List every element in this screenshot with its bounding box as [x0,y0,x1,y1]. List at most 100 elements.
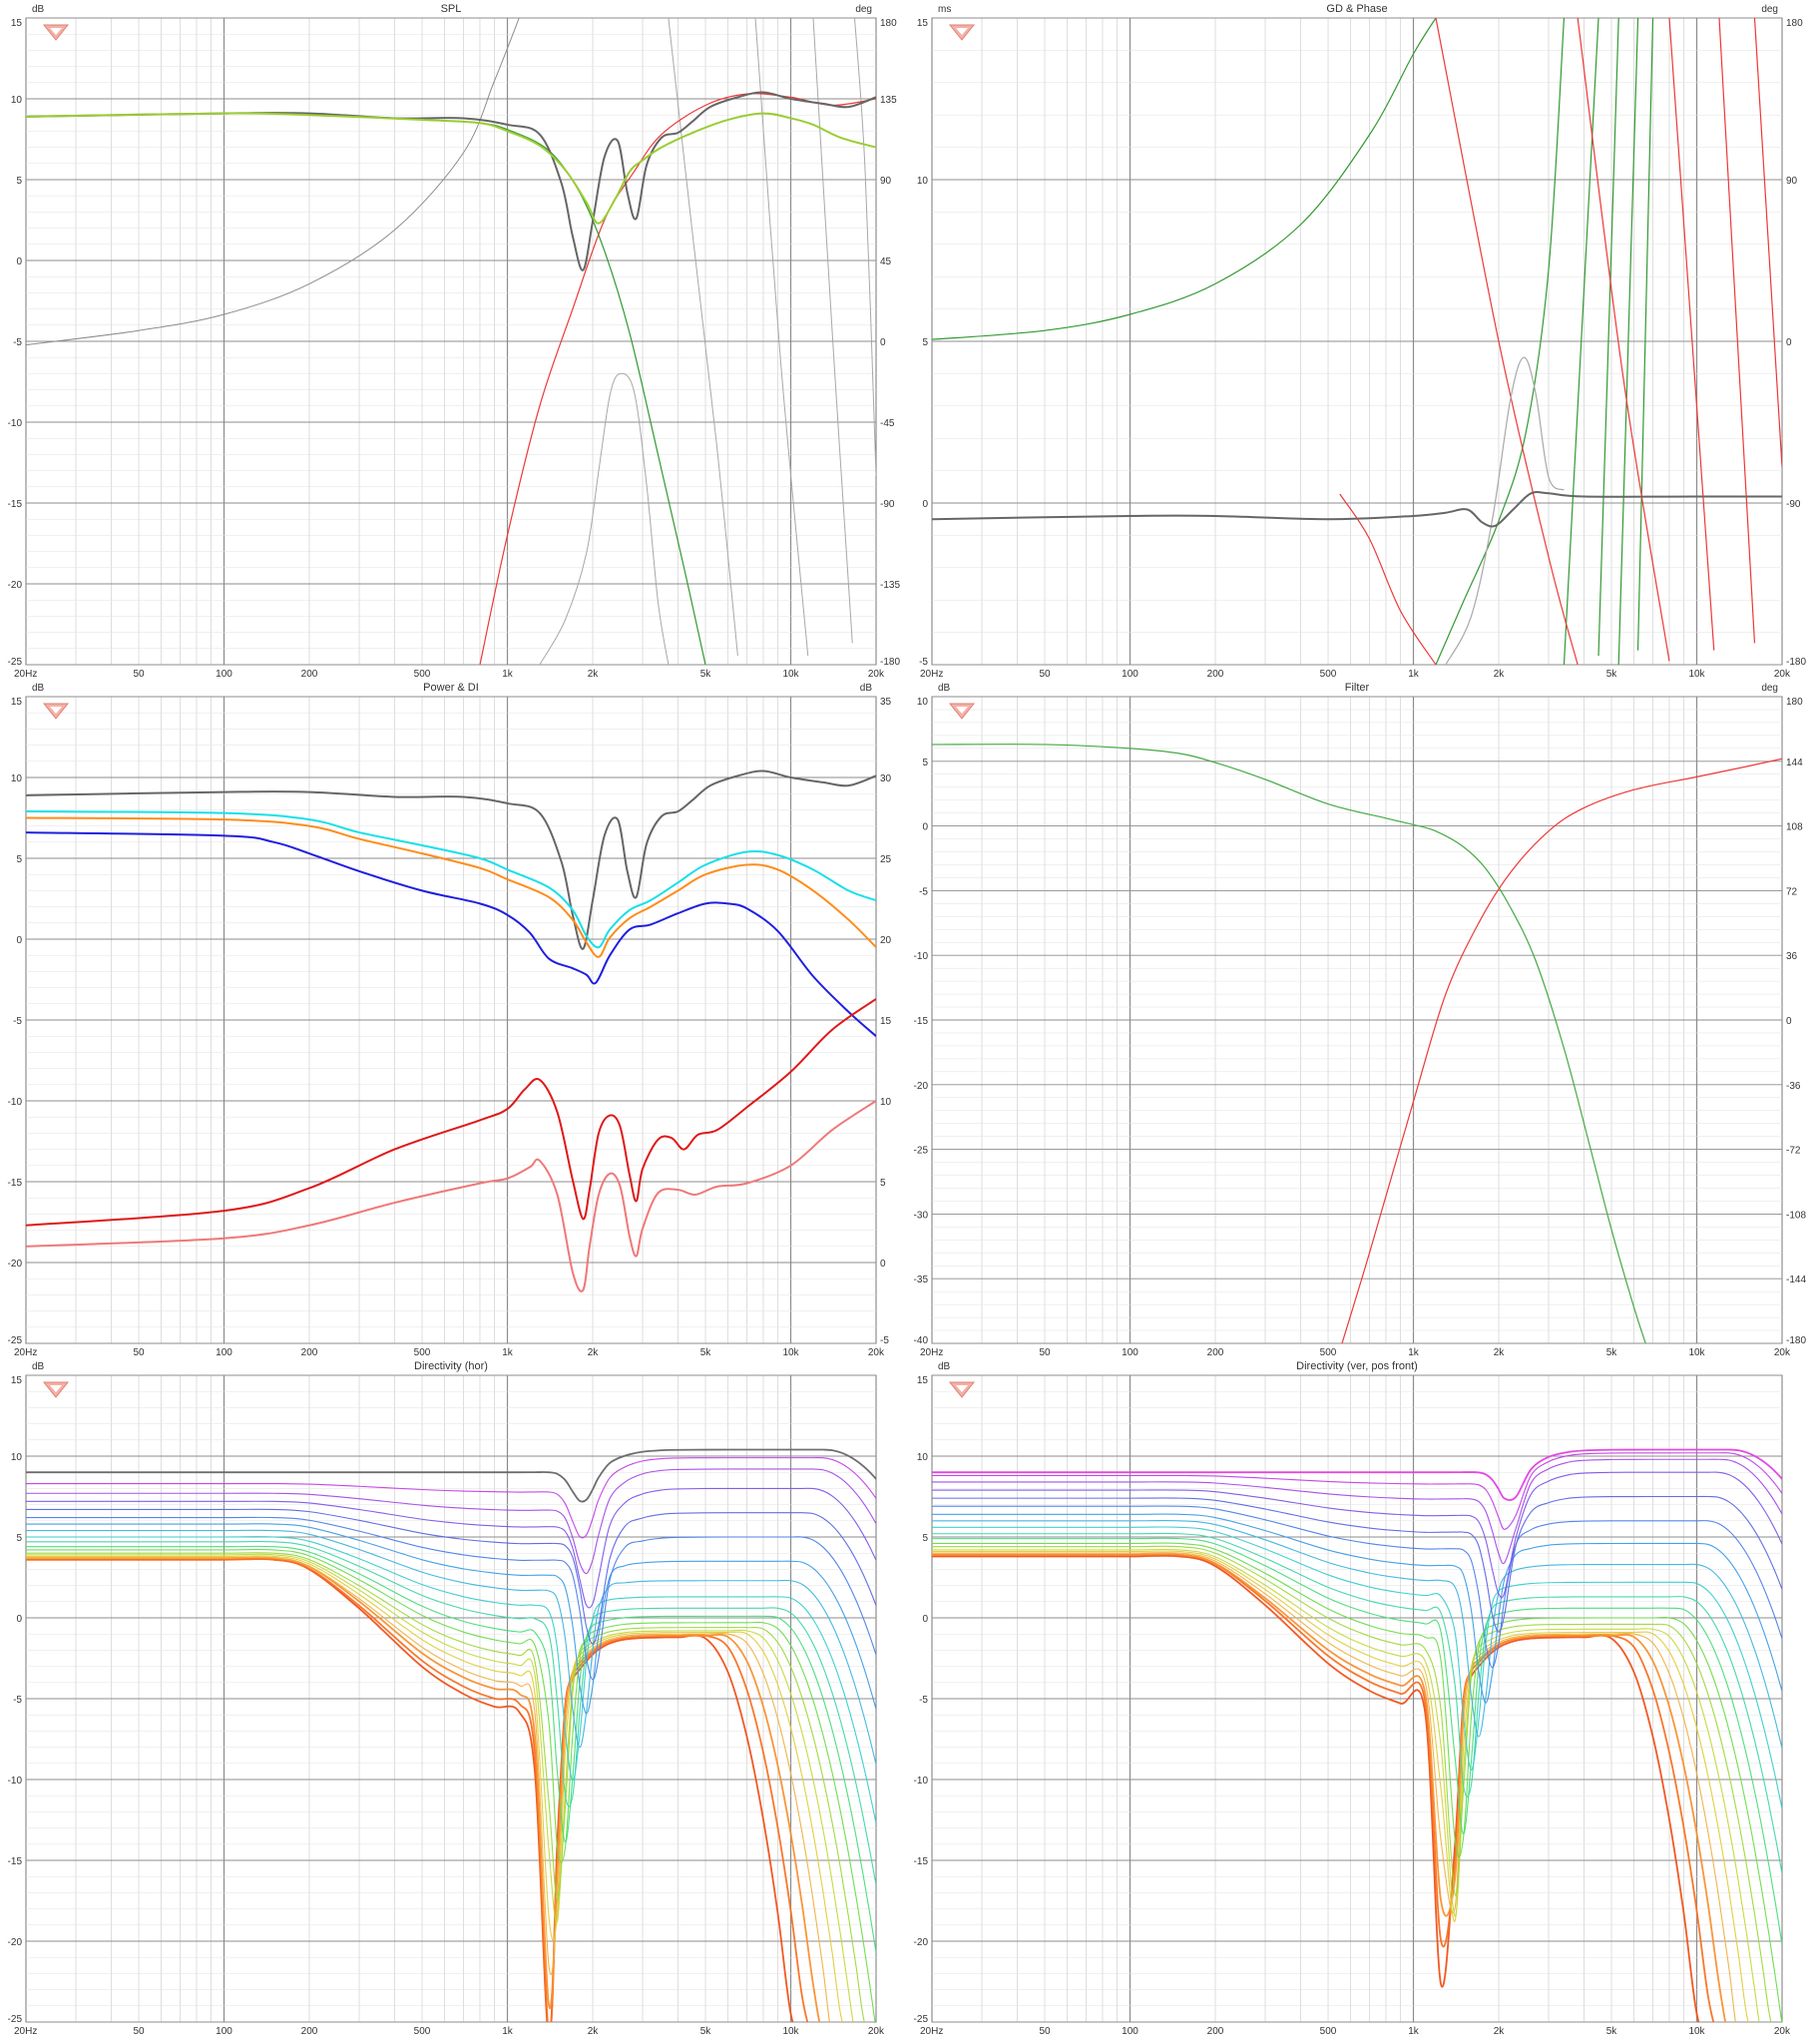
series-line-9 [1668,18,1715,651]
x-tick-label: 10k [1688,2026,1705,2037]
directivity-curve-8 [932,1526,1782,1809]
x-tick-label: 2k [588,1347,600,1358]
x-tick-label: 200 [1207,2026,1224,2037]
plot-series-group [26,18,876,665]
y-tick-label: -10 [8,418,23,429]
x-tick-label: 2k [588,2026,600,2037]
x-tick-label: 200 [1207,669,1224,680]
x-tick-label: 10k [782,2026,799,2037]
chart-title: Directivity (ver, pos front) [1296,1360,1418,1372]
y-tick-label: -5 [919,1695,928,1706]
plot-series-group [26,769,876,1292]
x-tick-label: 1k [1408,669,1420,680]
series-line-0 [26,769,876,950]
directivity-curve-4 [26,1508,876,1645]
y-tick-label: 10 [917,176,929,187]
y-tick-label: 10 [917,1452,929,1463]
y2-axis-unit: dB [860,683,873,694]
x-tick-label: 100 [216,669,232,680]
series-line-2 [1563,18,1599,665]
series-line-11 [1753,18,1782,468]
x-tick-label: 50 [1039,2026,1051,2037]
x-tick-label: 200 [301,2026,318,2037]
x-tick-label: 200 [1207,1347,1224,1358]
y2-tick-label: -135 [880,580,900,591]
series-line-12 [1445,356,1565,665]
y-axis-unit: dB [32,683,45,694]
y2-tick-label: 72 [1786,886,1798,897]
directivity-curve-13 [932,1548,1760,2022]
logo-inner [50,28,62,35]
directivity-curve-9 [26,1540,876,1885]
series-line-4 [812,18,853,644]
x-tick-label: 50 [1039,669,1051,680]
y2-tick-label: 35 [880,697,892,708]
chart-title: GD & Phase [1326,3,1387,15]
y-tick-label: -20 [914,1081,929,1092]
y-tick-label: -5 [13,337,22,348]
series-line-0 [26,18,520,346]
chart-title: Filter [1345,682,1370,694]
y-tick-label: -5 [919,886,928,897]
series-line-6 [1339,493,1437,665]
directivity-curve-10 [26,1545,876,1953]
directivity-curve-18 [26,1558,794,2022]
y2-tick-label: 0 [1786,1016,1792,1027]
directivity-curve-18 [932,1554,1700,2022]
plot-series-group [26,1448,876,2022]
triangle-logo-icon [42,24,70,41]
y-tick-label: -10 [914,1776,929,1787]
series-line-4 [1617,18,1639,665]
chart-panel-directivity_hor: Directivity (hor)dB151050-5-10-15-20-252… [8,1360,885,2037]
y-tick-label: 10 [11,1452,23,1463]
y2-tick-label: -90 [1786,499,1801,510]
chart-title: Directivity (hor) [414,1360,488,1372]
series-line-5 [26,1100,876,1292]
plot-series-group [932,744,1782,1343]
y-tick-label: 5 [922,758,928,768]
x-tick-label: 2k [1494,669,1506,680]
y2-axis-unit: deg [1761,4,1778,15]
y-tick-label: -20 [8,1259,23,1270]
y-tick-label: 0 [16,935,22,946]
x-tick-label: 20k [1774,1347,1791,1358]
directivity-curve-1 [26,1457,876,1539]
series-line-2 [668,18,738,657]
triangle-logo-icon [948,703,976,720]
directivity-curve-7 [932,1519,1782,1749]
series-line-6 [479,93,876,665]
x-tick-label: 50 [133,2026,145,2037]
chart-title: Power & DI [423,682,479,694]
chart-title: SPL [441,3,462,15]
x-tick-label: 10k [782,1347,799,1358]
y2-tick-label: 108 [1786,822,1803,833]
x-tick-label: 5k [1606,2026,1618,2037]
series-line-4 [26,998,876,1227]
plot-series-group [932,1448,1782,2022]
y-axis-unit: ms [938,4,951,15]
directivity-curve-15 [932,1552,1736,2022]
directivity-curve-11 [26,1548,876,2022]
x-tick-label: 5k [1606,669,1618,680]
directivity-curve-0 [932,1448,1782,1501]
y2-tick-label: 90 [880,176,892,187]
y-tick-label: -5 [13,1016,22,1027]
directivity-curve-1 [932,1452,1782,1530]
y2-tick-label: -90 [880,499,895,510]
directivity-curve-4 [932,1495,1782,1633]
y-tick-label: 5 [16,854,22,865]
y2-tick-label: 25 [880,854,892,865]
y-tick-label: 10 [917,697,929,708]
y-tick-label: -25 [914,2014,929,2025]
x-tick-label: 100 [1122,2026,1138,2037]
y-axis-unit: dB [938,1361,951,1372]
x-tick-label: 20Hz [920,1347,943,1358]
series-line-1 [1435,18,1566,665]
directivity-curve-12 [932,1545,1772,2022]
y2-tick-label: 180 [1786,18,1803,29]
x-tick-label: 5k [1606,1347,1618,1358]
directivity-curve-2 [932,1458,1782,1565]
